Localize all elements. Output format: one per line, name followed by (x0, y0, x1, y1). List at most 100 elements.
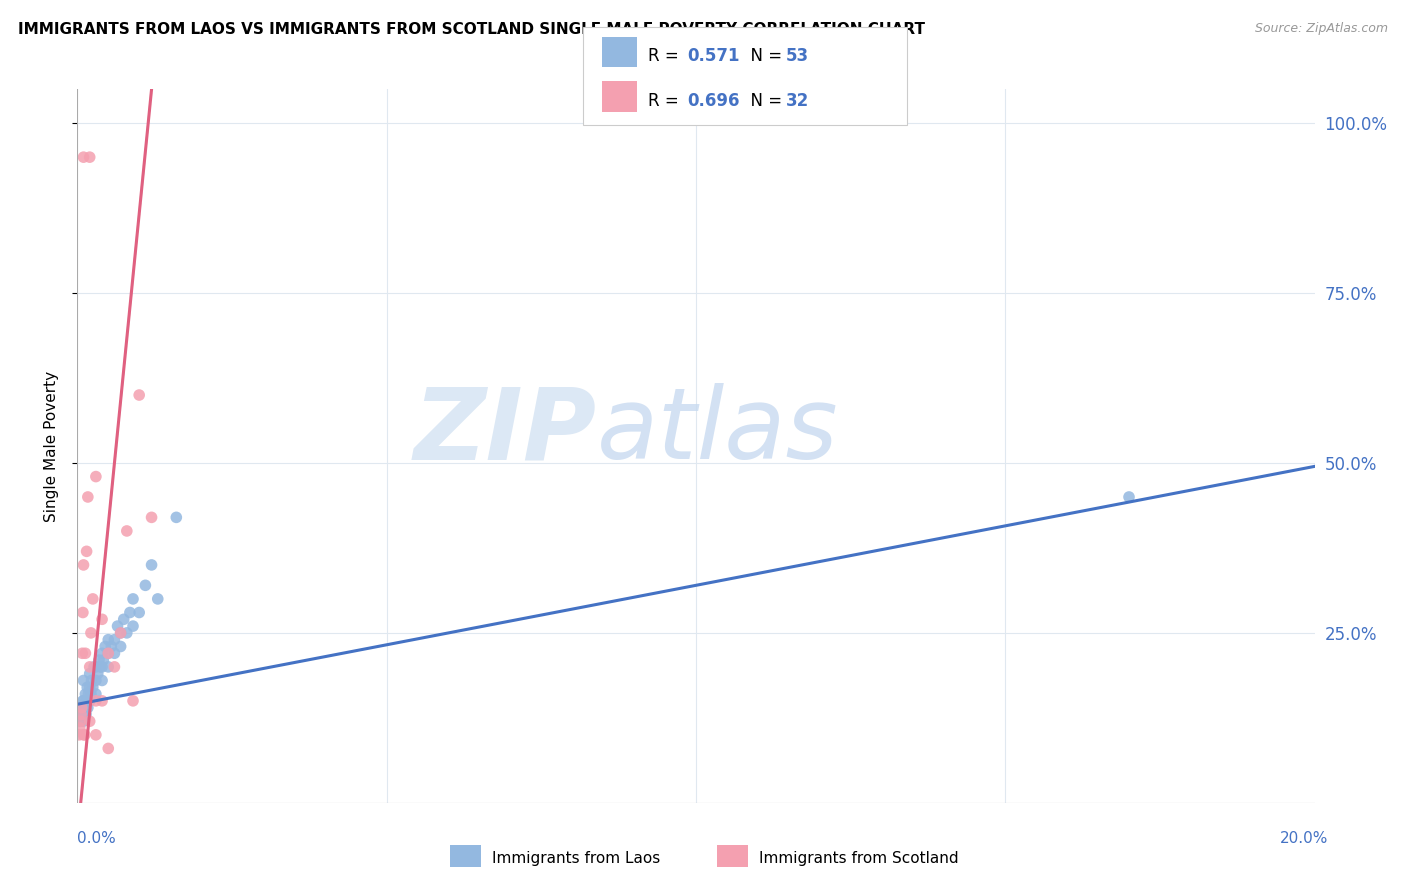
Point (1118, 490, 1140, 504)
Point (72, 150, 94, 164)
Point (94, 640, 117, 654)
Point (97, 660, 120, 674)
Point (84, 687, 107, 701)
Point (70, 707, 93, 722)
Point (67, 728, 90, 742)
Point (141, 510, 163, 524)
Text: ZIP: ZIP (413, 384, 598, 480)
Point (103, 646, 125, 660)
Point (84, 728, 107, 742)
Point (122, 591, 145, 606)
Point (79, 666, 101, 681)
Point (89, 660, 111, 674)
Text: IMMIGRANTS FROM LAOS VS IMMIGRANTS FROM SCOTLAND SINGLE MALE POVERTY CORRELATION: IMMIGRANTS FROM LAOS VS IMMIGRANTS FROM … (18, 22, 925, 37)
Point (79, 150, 101, 164)
Point (72, 694, 94, 708)
Text: 32: 32 (786, 92, 810, 110)
Point (76, 680, 98, 694)
Point (82, 680, 104, 694)
Point (77, 687, 100, 701)
Text: Immigrants from Scotland: Immigrants from Scotland (759, 851, 959, 865)
Point (72, 673, 94, 688)
Text: Source: ZipAtlas.com: Source: ZipAtlas.com (1254, 22, 1388, 36)
Point (76, 700, 98, 714)
Point (84, 694, 107, 708)
Point (91, 646, 114, 660)
Point (79, 714, 101, 729)
Point (97, 646, 120, 660)
Point (82, 591, 104, 606)
Point (73, 700, 96, 714)
Point (75, 707, 97, 722)
Point (80, 687, 103, 701)
Text: 0.571: 0.571 (688, 47, 740, 65)
Y-axis label: Single Male Poverty: Single Male Poverty (44, 370, 59, 522)
Point (103, 632, 125, 647)
Point (69, 721, 91, 735)
Point (72, 707, 94, 722)
Point (83, 660, 105, 674)
Point (79, 660, 101, 674)
Point (146, 591, 169, 606)
Text: Immigrants from Laos: Immigrants from Laos (492, 851, 661, 865)
Point (73, 728, 96, 742)
Point (84, 660, 107, 674)
Point (110, 626, 132, 640)
Point (70, 700, 93, 714)
Point (118, 606, 141, 620)
Point (70, 707, 93, 722)
Point (72, 606, 94, 620)
Text: 20.0%: 20.0% (1281, 831, 1329, 846)
Text: 0.696: 0.696 (688, 92, 740, 110)
Point (134, 578, 156, 592)
Point (70, 700, 93, 714)
Point (72, 714, 94, 729)
Point (76, 544, 98, 558)
Point (97, 632, 120, 647)
Point (76, 490, 98, 504)
Point (84, 673, 107, 688)
Point (91, 653, 114, 667)
Point (107, 619, 129, 633)
Text: 53: 53 (786, 47, 808, 65)
Point (72, 558, 94, 572)
Point (110, 640, 132, 654)
Point (128, 388, 150, 402)
Point (80, 626, 103, 640)
Text: R =: R = (648, 92, 685, 110)
Point (103, 660, 125, 674)
Point (122, 619, 145, 633)
Point (91, 694, 114, 708)
Point (141, 558, 163, 572)
Point (79, 694, 101, 708)
Point (97, 741, 120, 756)
Point (76, 694, 98, 708)
Point (72, 646, 94, 660)
Point (72, 694, 94, 708)
Text: N =: N = (740, 47, 787, 65)
Point (75, 646, 97, 660)
Point (165, 510, 187, 524)
Point (100, 640, 122, 654)
Point (80, 673, 103, 688)
Point (79, 680, 101, 694)
Point (69, 714, 91, 729)
Point (91, 612, 114, 626)
Point (72, 728, 94, 742)
Point (69, 714, 91, 729)
Point (122, 694, 145, 708)
Point (97, 646, 120, 660)
Text: atlas: atlas (598, 384, 838, 480)
Point (84, 469, 107, 483)
Point (115, 626, 138, 640)
Text: 0.0%: 0.0% (77, 831, 117, 846)
Point (115, 524, 138, 538)
Point (91, 673, 114, 688)
Point (87, 666, 110, 681)
Point (110, 626, 132, 640)
Point (75, 687, 97, 701)
Point (128, 606, 150, 620)
Text: R =: R = (648, 47, 685, 65)
Point (112, 612, 135, 626)
Point (91, 660, 114, 674)
